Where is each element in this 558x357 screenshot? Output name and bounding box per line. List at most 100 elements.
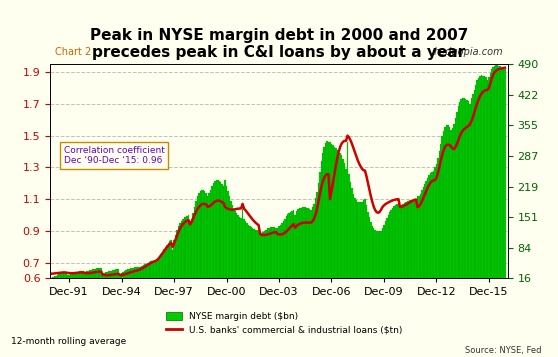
Bar [242, 208, 243, 357]
Bar [245, 221, 246, 357]
Bar [89, 270, 90, 357]
Bar [208, 193, 210, 357]
Bar [470, 99, 472, 357]
Bar [236, 213, 238, 357]
Bar [417, 196, 418, 357]
Bar [172, 250, 174, 357]
Bar [223, 186, 224, 357]
Bar [140, 267, 141, 357]
Bar [469, 104, 470, 357]
Bar [493, 67, 494, 357]
Bar [363, 200, 364, 357]
Bar [420, 193, 421, 357]
Bar [249, 226, 251, 357]
Bar [332, 145, 334, 357]
Bar [240, 218, 242, 357]
Bar [169, 241, 170, 357]
Bar [131, 268, 133, 357]
Bar [290, 211, 291, 357]
Bar [196, 196, 198, 357]
Bar [234, 211, 236, 357]
Bar [274, 227, 275, 357]
Bar [219, 181, 220, 357]
Bar [369, 217, 370, 357]
Bar [399, 207, 401, 357]
Bar [498, 66, 500, 357]
Bar [294, 215, 296, 357]
Bar [421, 190, 422, 357]
Bar [69, 275, 70, 357]
Bar [383, 225, 384, 357]
Bar [204, 191, 205, 357]
Bar [462, 99, 463, 357]
Bar [100, 268, 102, 357]
Bar [121, 273, 122, 357]
Bar [360, 202, 362, 357]
Bar [150, 261, 151, 357]
Bar [319, 172, 320, 357]
Bar [243, 219, 245, 357]
Bar [283, 221, 284, 357]
Bar [268, 228, 270, 357]
Bar [109, 271, 110, 357]
Bar [370, 222, 372, 357]
Bar [287, 214, 288, 357]
Bar [386, 218, 388, 357]
Bar [297, 210, 299, 357]
Bar [248, 225, 249, 357]
Bar [485, 77, 487, 357]
Bar [357, 201, 358, 357]
Bar [472, 94, 474, 357]
Bar [373, 228, 374, 357]
Bar [166, 245, 167, 357]
Bar [67, 275, 69, 357]
Bar [456, 112, 458, 357]
Bar [186, 216, 188, 357]
Bar [141, 266, 143, 357]
Bar [348, 174, 350, 357]
Bar [73, 273, 74, 357]
Bar [307, 208, 309, 357]
Bar [425, 181, 427, 357]
Bar [119, 274, 121, 357]
Bar [194, 207, 195, 357]
Bar [488, 77, 489, 357]
Bar [477, 80, 478, 357]
Bar [388, 215, 389, 357]
Bar [313, 204, 315, 357]
Bar [277, 228, 278, 357]
Bar [128, 269, 129, 357]
Bar [144, 265, 146, 357]
Bar [374, 230, 376, 357]
Bar [384, 221, 386, 357]
Bar [137, 267, 138, 357]
Bar [481, 75, 482, 357]
Bar [281, 223, 283, 357]
Bar [322, 153, 324, 357]
Bar [391, 210, 392, 357]
Bar [203, 190, 204, 357]
Bar [189, 223, 191, 357]
Bar [210, 190, 211, 357]
Bar [326, 141, 328, 357]
Bar [138, 267, 140, 357]
Title: Peak in NYSE margin debt in 2000 and 2007
precedes peak in C&I loans by about a : Peak in NYSE margin debt in 2000 and 200… [90, 28, 468, 60]
Bar [77, 272, 79, 357]
Bar [124, 271, 125, 357]
Bar [195, 201, 196, 357]
Bar [424, 184, 425, 357]
Bar [393, 206, 395, 357]
Bar [61, 273, 62, 357]
Bar [165, 247, 166, 357]
Bar [136, 267, 137, 357]
Bar [93, 269, 95, 357]
Bar [458, 106, 459, 357]
Bar [159, 257, 160, 357]
Bar [280, 225, 281, 357]
Bar [151, 261, 153, 357]
Bar [291, 211, 293, 357]
Bar [415, 200, 417, 357]
Bar [191, 219, 193, 357]
Bar [146, 264, 147, 357]
Bar [178, 226, 179, 357]
